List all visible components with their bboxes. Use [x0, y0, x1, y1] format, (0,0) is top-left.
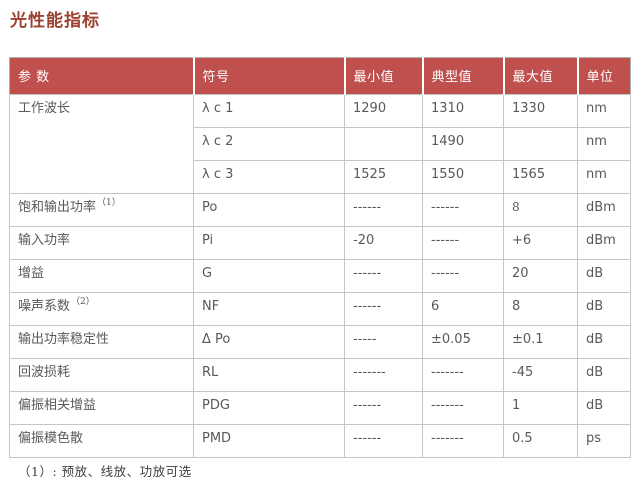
cell-typ: ±0.05: [422, 325, 504, 359]
cell-max: 1330: [503, 94, 578, 128]
cell-max: [503, 127, 578, 161]
cell-min: ------: [344, 424, 423, 458]
cell-max: ±0.1: [503, 325, 578, 359]
cell-symbol: Pi: [193, 226, 345, 260]
cell-unit: nm: [577, 160, 631, 194]
cell-symbol: PDG: [193, 391, 345, 425]
table-row: 工作波长 λ c 1 1290 1310 1330 nm: [9, 94, 631, 194]
column-header: 符号: [192, 57, 345, 95]
table-row: 回波损耗 RL ------- ------- -45 dB: [9, 358, 631, 392]
cell-max: 8: [503, 193, 578, 227]
cell-unit: dB: [577, 292, 631, 326]
column-header: 典型值: [421, 57, 504, 95]
cell-min: -------: [344, 358, 423, 392]
cell-min: -----: [344, 325, 423, 359]
cell-max: 20: [503, 259, 578, 293]
cell-typ: ------: [422, 193, 504, 227]
cell-typ: 1310: [422, 94, 504, 128]
cell-parameter: 偏振模色散: [9, 424, 194, 458]
cell-min: ------: [344, 259, 423, 293]
cell-typ: ------: [422, 226, 504, 260]
column-header: 最大值: [502, 57, 578, 95]
cell-symbol: PMD: [193, 424, 345, 458]
cell-unit: dBm: [577, 226, 631, 260]
cell-min: ------: [344, 193, 423, 227]
cell-min: ------: [344, 391, 423, 425]
cell-unit: dBm: [577, 193, 631, 227]
cell-symbol: λ c 3: [193, 160, 345, 194]
cell-max: -45: [503, 358, 578, 392]
cell-symbol: λ c 1: [193, 94, 345, 128]
cell-unit: dB: [577, 325, 631, 359]
cell-unit: dB: [577, 358, 631, 392]
table-row: 偏振相关增益 PDG ------ ------- 1 dB: [9, 391, 631, 425]
cell-parameter: 偏振相关增益: [9, 391, 194, 425]
cell-parameter: 噪声系数（2）: [9, 292, 194, 326]
table-row: 饱和输出功率（1） Po ------ ------ 8 dBm: [9, 193, 631, 227]
column-header: 最小值: [343, 57, 423, 95]
column-header: 单位: [576, 57, 631, 95]
cell-typ: 1490: [422, 127, 504, 161]
optical-spec-table: 参 数符号 最小值 典型值 最大值 单位 工作波长 λ c 1 1290 1310 1330 nm…: [9, 57, 631, 458]
cell-symbol: Po: [193, 193, 345, 227]
footnote-marker: （2）: [71, 296, 95, 307]
cell-typ: ------: [422, 259, 504, 293]
cell-parameter: 饱和输出功率（1）: [9, 193, 194, 227]
cell-typ: -------: [422, 424, 504, 458]
cell-parameter: 输入功率: [9, 226, 194, 260]
cell-unit: nm: [577, 94, 631, 128]
cell-min: [344, 127, 423, 161]
cell-parameter: 增益: [9, 259, 194, 293]
table-row: 噪声系数（2） NF ------ 6 8 dB: [9, 292, 631, 326]
footnote-marker: （1）: [97, 197, 121, 208]
cell-max: 1: [503, 391, 578, 425]
cell-parameter: 工作波长: [9, 94, 194, 194]
table-row: λ c 3 1525 1550 1565 nm: [10, 160, 631, 194]
cell-typ: 6: [422, 292, 504, 326]
cell-min: 1525: [344, 160, 423, 194]
cell-unit: dB: [577, 259, 631, 293]
cell-symbol: RL: [193, 358, 345, 392]
cell-parameter: 回波损耗: [9, 358, 194, 392]
cell-symbol: Δ Po: [193, 325, 345, 359]
page-title: 光性能指标: [10, 11, 100, 31]
cell-max: 0.5: [503, 424, 578, 458]
table-row: 输出功率稳定性 Δ Po ----- ±0.05 ±0.1 dB: [9, 325, 631, 359]
cell-typ: -------: [422, 358, 504, 392]
table-row: 输入功率 Pi -20 ------ +6 dBm: [9, 226, 631, 260]
table-row: 增益 G ------ ------ 20 dB: [9, 259, 631, 293]
cell-symbol: G: [193, 259, 345, 293]
cell-min: -20: [344, 226, 423, 260]
cell-min: ------: [344, 292, 423, 326]
cell-unit: ps: [577, 424, 631, 458]
cell-unit: nm: [577, 127, 631, 161]
cell-symbol: NF: [193, 292, 345, 326]
table-header: 参 数符号 最小值 典型值 最大值 单位: [9, 57, 631, 95]
footnote: （1）: 预放、线放、功放可选: [18, 464, 192, 479]
table-header-row: 参 数符号 最小值 典型值 最大值 单位: [9, 57, 631, 95]
table-row: 偏振模色散 PMD ------ ------- 0.5 ps: [9, 424, 631, 458]
cell-max: 1565: [503, 160, 578, 194]
cell-parameter: 输出功率稳定性: [9, 325, 194, 359]
cell-unit: dB: [577, 391, 631, 425]
cell-typ: 1550: [422, 160, 504, 194]
cell-typ: -------: [422, 391, 504, 425]
cell-min: 1290: [344, 94, 423, 128]
cell-max: 8: [503, 292, 578, 326]
cell-symbol: λ c 2: [193, 127, 345, 161]
cell-max: +6: [503, 226, 578, 260]
column-header: 参 数: [9, 57, 194, 95]
